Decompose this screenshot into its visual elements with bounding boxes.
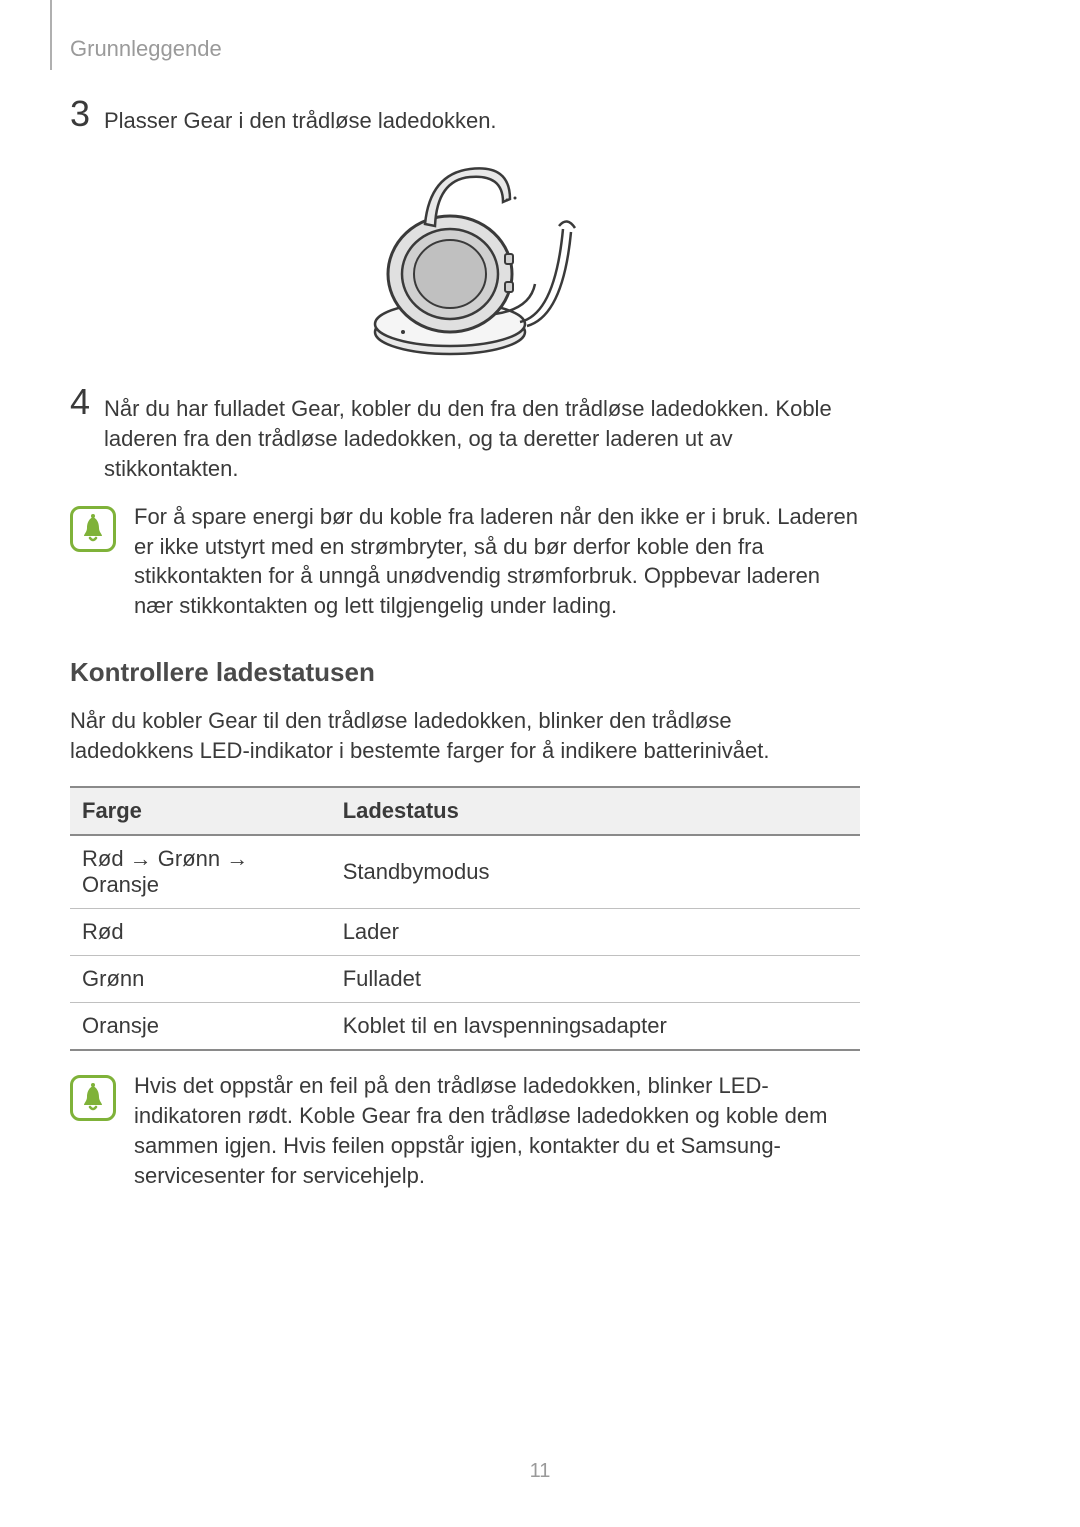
table-row: Rød → Grønn → Oransje Standbymodus xyxy=(70,835,860,909)
table-row: Grønn Fulladet xyxy=(70,956,860,1003)
step-text: Når du har fulladet Gear, kobler du den … xyxy=(104,388,860,484)
step-4: 4 Når du har fulladet Gear, kobler du de… xyxy=(70,388,860,484)
intro-text: Når du kobler Gear til den trådløse lade… xyxy=(70,706,860,766)
page-content: 3 Plasser Gear i den trådløse ladedokken… xyxy=(70,100,860,1209)
header-section-label: Grunnleggende xyxy=(70,36,222,62)
note-energy-saving: For å spare energi bør du koble fra lade… xyxy=(70,502,860,622)
table-header-color: Farge xyxy=(70,787,331,835)
table-cell: Rød xyxy=(70,909,331,956)
section-title: Kontrollere ladestatusen xyxy=(70,657,860,688)
bell-icon xyxy=(70,506,116,552)
note-error: Hvis det oppstår en feil på den trådløse… xyxy=(70,1071,860,1191)
charger-illustration xyxy=(70,154,860,364)
note-text: Hvis det oppstår en feil på den trådløse… xyxy=(134,1071,860,1191)
table-row: Rød Lader xyxy=(70,909,860,956)
table-cell: Grønn xyxy=(70,956,331,1003)
table-cell: Lader xyxy=(331,909,860,956)
page-number: 11 xyxy=(0,1460,1080,1483)
table-row: Oransje Koblet til en lavspenningsadapte… xyxy=(70,1003,860,1051)
header-divider xyxy=(50,0,52,70)
table-cell: Rød → Grønn → Oransje xyxy=(70,835,331,909)
charge-status-table: Farge Ladestatus Rød → Grønn → Oransje S… xyxy=(70,786,860,1051)
step-number: 3 xyxy=(70,96,104,132)
table-cell: Oransje xyxy=(70,1003,331,1051)
step-3: 3 Plasser Gear i den trådløse ladedokken… xyxy=(70,100,860,136)
table-header-status: Ladestatus xyxy=(331,787,860,835)
note-text: For å spare energi bør du koble fra lade… xyxy=(134,502,860,622)
bell-icon xyxy=(70,1075,116,1121)
step-number: 4 xyxy=(70,384,104,420)
table-cell: Fulladet xyxy=(331,956,860,1003)
table-cell: Koblet til en lavspenningsadapter xyxy=(331,1003,860,1051)
step-text: Plasser Gear i den trådløse ladedokken. xyxy=(104,100,497,136)
table-cell: Standbymodus xyxy=(331,835,860,909)
